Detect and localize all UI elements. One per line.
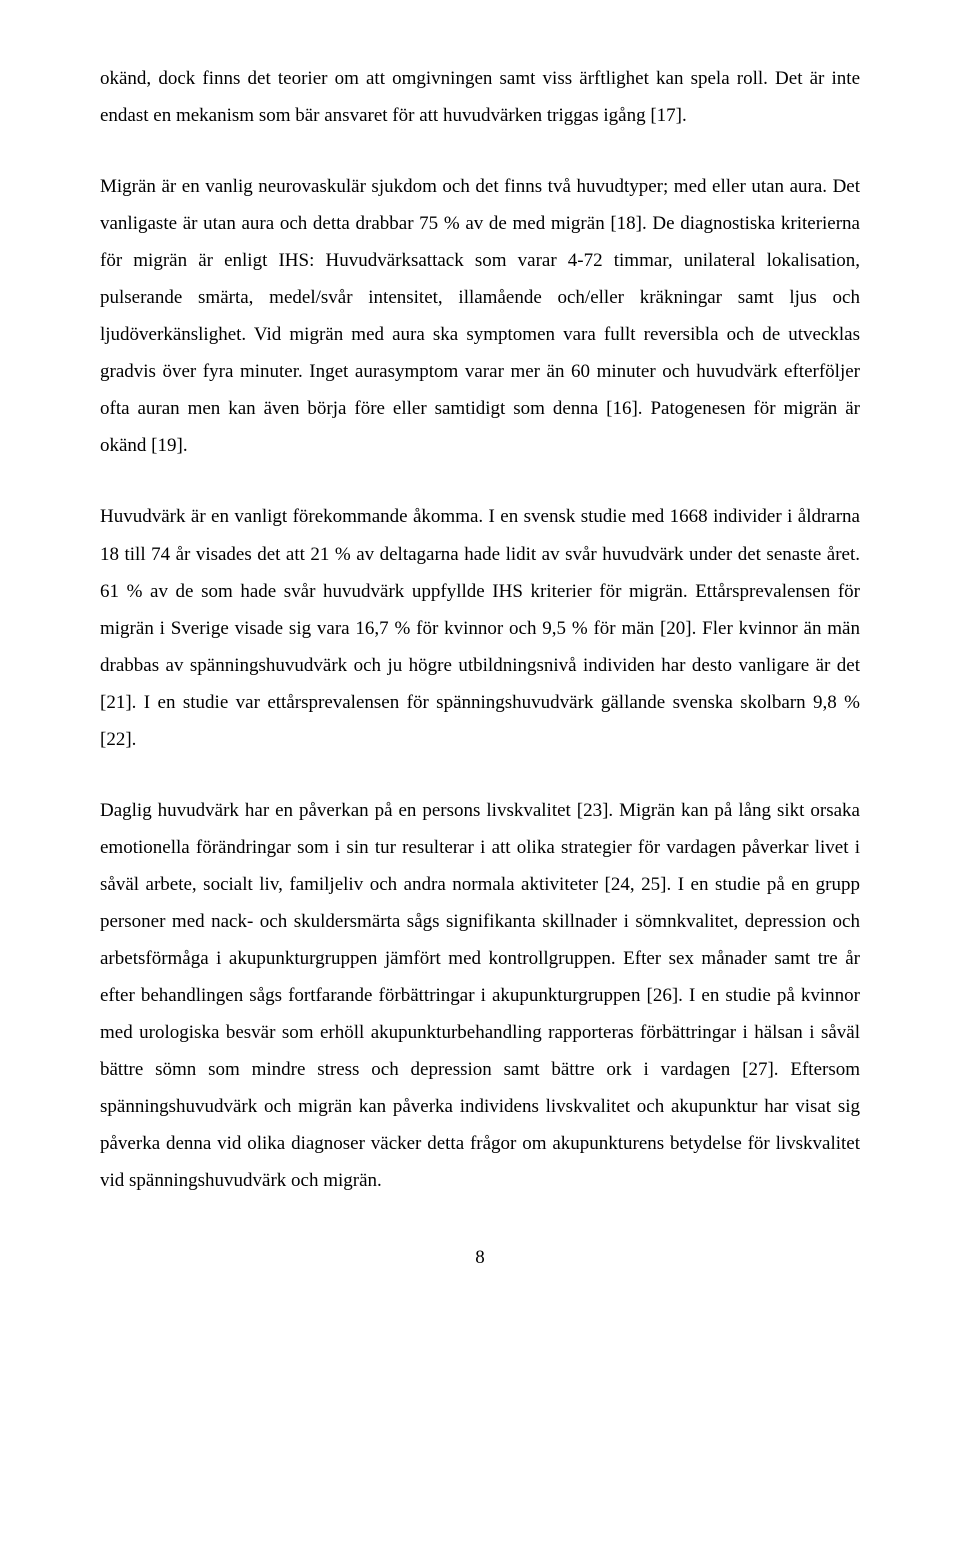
page-number: 8 <box>100 1239 860 1276</box>
paragraph-3: Huvudvärk är en vanligt förekommande åko… <box>100 498 860 757</box>
paragraph-4: Daglig huvudvärk har en påverkan på en p… <box>100 792 860 1200</box>
paragraph-1: okänd, dock finns det teorier om att omg… <box>100 60 860 134</box>
paragraph-2: Migrän är en vanlig neurovaskulär sjukdo… <box>100 168 860 464</box>
document-page: okänd, dock finns det teorier om att omg… <box>0 0 960 1316</box>
